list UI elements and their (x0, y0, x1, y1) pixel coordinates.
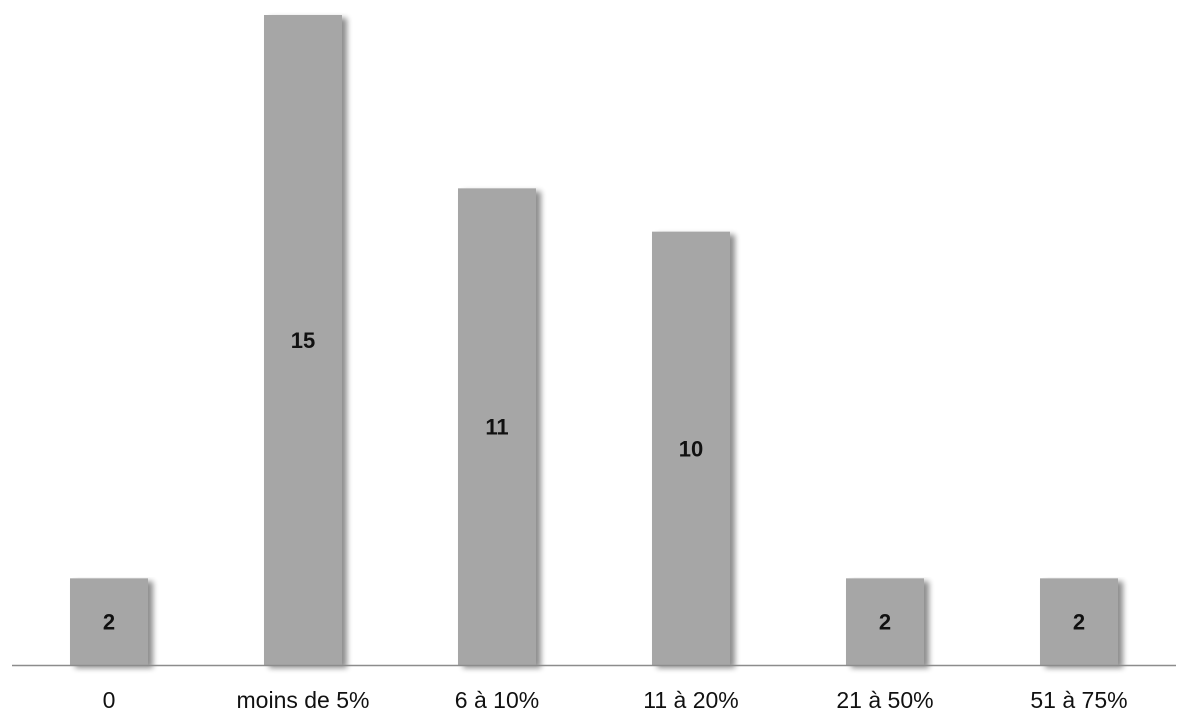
x-tick-labels-group: 0 moins de 5% 6 à 10% 11 à 20% 21 à 50% 51 à … (103, 687, 1128, 713)
bar-3 (652, 231, 730, 665)
bar-0 (70, 578, 148, 665)
data-label-4: 2 (879, 610, 891, 635)
bar-5 (1040, 578, 1118, 665)
x-tick-label-2: 6 à 10% (455, 687, 539, 713)
bar-4 (846, 578, 924, 665)
x-tick-label-3: 11 à 20% (643, 687, 738, 713)
bar-1 (264, 15, 342, 665)
x-tick-label-4: 21 à 50% (836, 687, 933, 713)
bar-2 (458, 188, 536, 666)
data-label-0: 2 (103, 610, 115, 635)
data-label-2: 11 (485, 415, 508, 440)
data-label-1: 15 (291, 328, 315, 353)
data-label-5: 2 (1073, 610, 1085, 635)
data-label-3: 10 (679, 436, 703, 461)
x-tick-label-1: moins de 5% (237, 687, 370, 713)
x-tick-label-0: 0 (103, 687, 116, 713)
x-tick-label-5: 51 à 75% (1030, 687, 1127, 713)
data-labels-group: 2 15 11 10 2 2 (103, 328, 1085, 635)
bars-group (70, 15, 1118, 666)
